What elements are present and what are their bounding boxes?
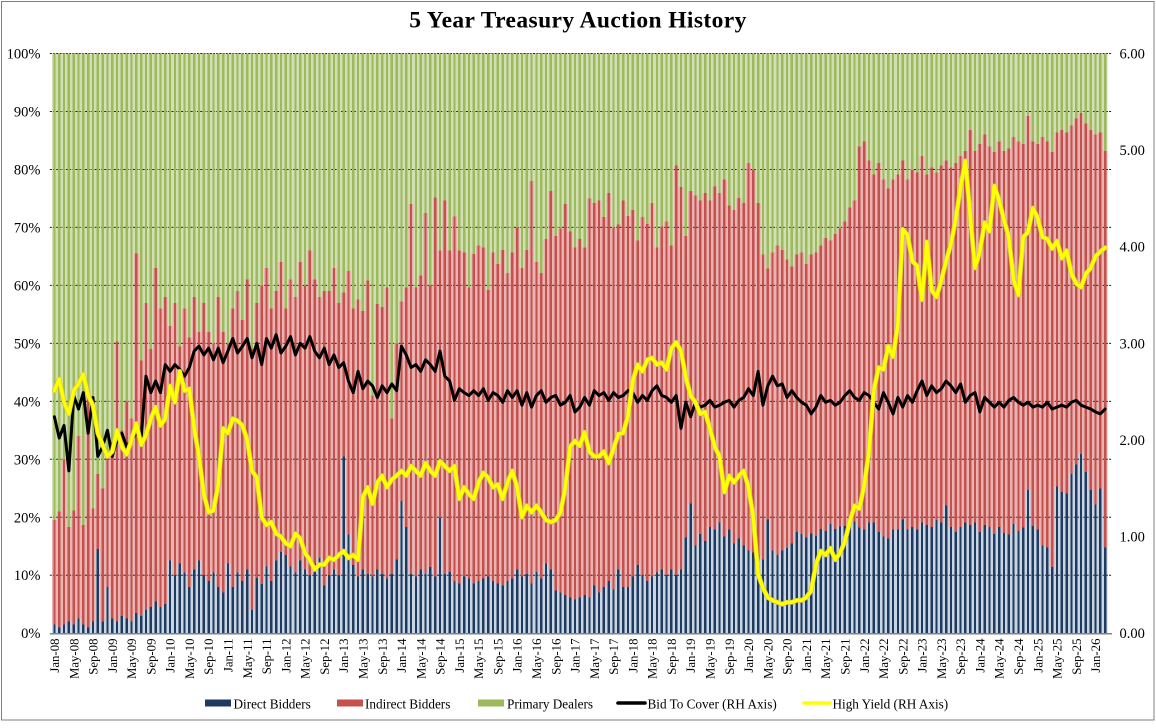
svg-text:Sep-08: Sep-08 bbox=[87, 639, 101, 675]
svg-text:5.00: 5.00 bbox=[1120, 143, 1145, 159]
svg-text:Primary Dealers: Primary Dealers bbox=[507, 697, 593, 712]
svg-text:Sep-10: Sep-10 bbox=[202, 639, 216, 675]
svg-text:Jan-22: Jan-22 bbox=[858, 639, 872, 673]
svg-text:May-18: May-18 bbox=[646, 639, 660, 680]
svg-text:20%: 20% bbox=[14, 510, 41, 526]
svg-text:90%: 90% bbox=[14, 104, 41, 120]
svg-text:May-14: May-14 bbox=[414, 638, 428, 679]
svg-text:Indirect Bidders: Indirect Bidders bbox=[365, 697, 450, 712]
svg-text:30%: 30% bbox=[14, 452, 41, 468]
svg-text:4.00: 4.00 bbox=[1120, 240, 1145, 256]
svg-text:Jan-21: Jan-21 bbox=[800, 639, 814, 673]
svg-text:May-15: May-15 bbox=[472, 639, 486, 680]
svg-text:0%: 0% bbox=[21, 626, 40, 642]
svg-text:May-22: May-22 bbox=[877, 639, 891, 680]
svg-text:80%: 80% bbox=[14, 162, 41, 178]
svg-text:60%: 60% bbox=[14, 278, 41, 294]
svg-text:May-13: May-13 bbox=[356, 639, 370, 680]
svg-text:Jan-12: Jan-12 bbox=[279, 639, 293, 673]
svg-text:Jan-16: Jan-16 bbox=[511, 638, 525, 673]
svg-text:May-24: May-24 bbox=[993, 638, 1007, 679]
svg-text:May-25: May-25 bbox=[1051, 639, 1065, 680]
svg-text:Jan-09: Jan-09 bbox=[106, 639, 120, 673]
svg-text:Sep-16: Sep-16 bbox=[549, 638, 563, 675]
svg-text:Jan-08: Jan-08 bbox=[48, 639, 62, 673]
svg-text:May-16: May-16 bbox=[530, 638, 544, 679]
svg-text:May-20: May-20 bbox=[761, 639, 775, 680]
svg-text:Jan-26: Jan-26 bbox=[1089, 638, 1103, 673]
svg-text:May-11: May-11 bbox=[241, 639, 255, 679]
svg-text:May-08: May-08 bbox=[67, 639, 81, 680]
svg-text:May-19: May-19 bbox=[704, 639, 718, 680]
svg-text:Jan-15: Jan-15 bbox=[453, 639, 467, 673]
svg-text:Jan-17: Jan-17 bbox=[569, 638, 583, 673]
svg-text:Sep-11: Sep-11 bbox=[260, 639, 274, 675]
svg-text:2.00: 2.00 bbox=[1120, 433, 1145, 449]
svg-text:5 Year Treasury Auction Histor: 5 Year Treasury Auction History bbox=[409, 8, 746, 34]
svg-text:Direct Bidders: Direct Bidders bbox=[234, 697, 311, 712]
svg-text:Jan-23: Jan-23 bbox=[916, 639, 930, 673]
svg-text:Jan-10: Jan-10 bbox=[164, 639, 178, 673]
svg-text:100%: 100% bbox=[7, 47, 41, 63]
svg-text:Sep-17: Sep-17 bbox=[607, 638, 621, 675]
svg-text:Jan-18: Jan-18 bbox=[626, 639, 640, 673]
svg-text:Sep-21: Sep-21 bbox=[838, 639, 852, 675]
svg-text:50%: 50% bbox=[14, 336, 41, 352]
svg-text:70%: 70% bbox=[14, 220, 41, 236]
svg-text:Sep-15: Sep-15 bbox=[491, 639, 505, 675]
svg-text:Sep-09: Sep-09 bbox=[144, 639, 158, 675]
svg-text:Sep-25: Sep-25 bbox=[1070, 639, 1084, 675]
svg-text:Sep-14: Sep-14 bbox=[434, 638, 448, 675]
svg-text:10%: 10% bbox=[14, 568, 41, 584]
svg-text:Jan-13: Jan-13 bbox=[337, 639, 351, 673]
svg-text:Sep-13: Sep-13 bbox=[376, 639, 390, 675]
svg-text:Jan-19: Jan-19 bbox=[684, 639, 698, 673]
svg-text:May-12: May-12 bbox=[299, 639, 313, 680]
svg-text:Sep-19: Sep-19 bbox=[723, 639, 737, 675]
svg-text:May-17: May-17 bbox=[588, 638, 602, 679]
svg-text:Sep-12: Sep-12 bbox=[318, 639, 332, 675]
svg-text:Jan-25: Jan-25 bbox=[1031, 639, 1045, 673]
svg-text:6.00: 6.00 bbox=[1120, 46, 1145, 62]
svg-text:May-23: May-23 bbox=[935, 639, 949, 680]
svg-text:Sep-22: Sep-22 bbox=[896, 639, 910, 675]
svg-text:40%: 40% bbox=[14, 394, 41, 410]
svg-text:High Yield (RH Axis): High Yield (RH Axis) bbox=[833, 697, 949, 712]
svg-text:Sep-20: Sep-20 bbox=[781, 639, 795, 675]
svg-text:May-21: May-21 bbox=[819, 639, 833, 680]
svg-text:3.00: 3.00 bbox=[1120, 336, 1145, 352]
svg-text:Bid To Cover (RH Axis): Bid To Cover (RH Axis) bbox=[648, 697, 777, 712]
svg-text:Jan-24: Jan-24 bbox=[973, 638, 987, 673]
svg-text:Jan-14: Jan-14 bbox=[395, 638, 409, 673]
svg-text:Jan-20: Jan-20 bbox=[742, 639, 756, 673]
svg-text:Sep-18: Sep-18 bbox=[665, 639, 679, 675]
svg-text:May-09: May-09 bbox=[125, 639, 139, 680]
svg-text:May-10: May-10 bbox=[183, 639, 197, 680]
svg-text:0.00: 0.00 bbox=[1120, 626, 1145, 642]
svg-text:Sep-24: Sep-24 bbox=[1012, 638, 1026, 675]
svg-text:Jan-11: Jan-11 bbox=[222, 639, 236, 673]
svg-text:Sep-23: Sep-23 bbox=[954, 639, 968, 675]
svg-text:1.00: 1.00 bbox=[1120, 530, 1145, 546]
